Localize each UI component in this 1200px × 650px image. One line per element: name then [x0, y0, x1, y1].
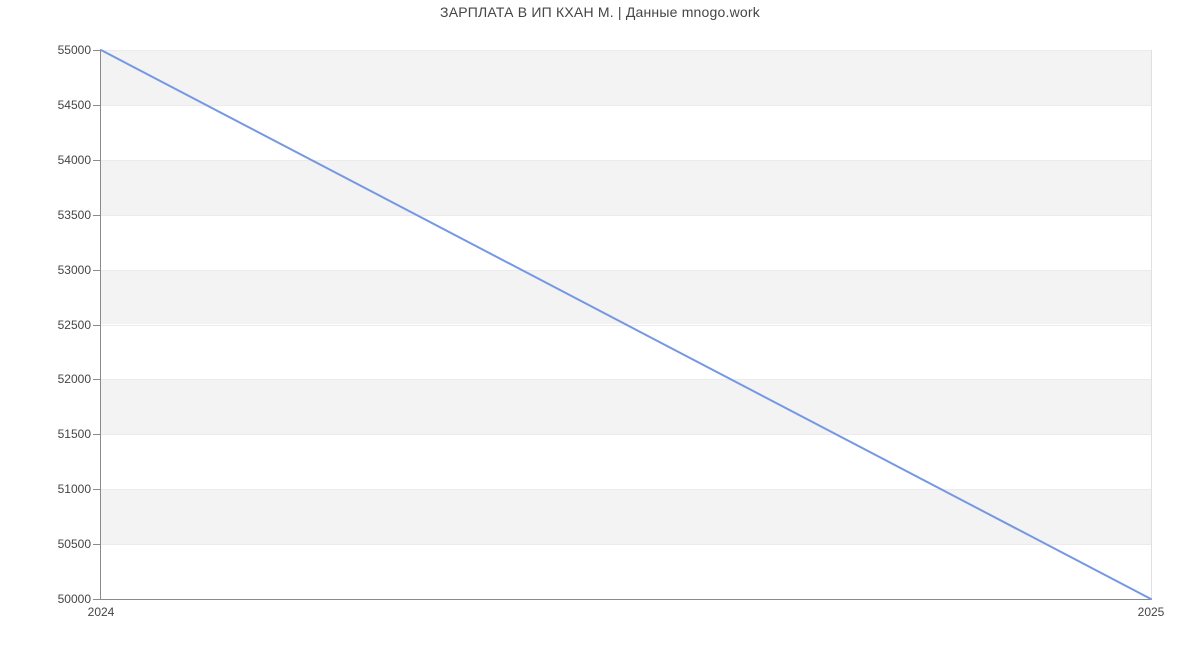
x-tick-label-2024: 2024: [87, 605, 115, 619]
grid-band: [101, 379, 1151, 435]
y-tick-label: 52000: [57, 372, 91, 387]
grid-band: [101, 50, 1151, 105]
grid-band: [101, 434, 1151, 489]
y-tick-mark: [93, 50, 101, 51]
y-tick-mark: [93, 159, 101, 161]
grid-band: [101, 214, 1151, 270]
y-tick-label: 51000: [57, 482, 91, 497]
y-tick-label: 50000: [57, 592, 91, 606]
y-tick-label: 55000: [57, 43, 91, 57]
plot-area: 50000 50500 51000 51500 52000 52500 53000 53500…: [58, 43, 1165, 619]
y-tick-mark: [93, 379, 101, 381]
salary-line-svg: [101, 50, 1151, 599]
y-tick-label: 53500: [57, 207, 91, 222]
grid-band: [101, 269, 1151, 325]
y-tick-label: 52500: [57, 317, 91, 332]
trend-line: [101, 50, 1151, 599]
y-tick-mark: [93, 599, 101, 600]
grid-band: [101, 159, 1151, 215]
y-tick-label: 54500: [57, 97, 91, 112]
x-tick-label-2025: 2025: [1137, 605, 1165, 619]
y-tick-mark: [93, 544, 101, 546]
y-tick-mark: [93, 269, 101, 271]
y-tick-label: 50500: [57, 537, 91, 552]
y-tick-mark: [93, 434, 101, 436]
y-tick-label: 53000: [57, 262, 91, 277]
y-tick-mark: [93, 489, 101, 491]
y-tick-mark: [93, 214, 101, 216]
y-tick-label: 54000: [57, 152, 91, 167]
y-tick-label: 51500: [57, 427, 91, 442]
y-tick-mark: [93, 104, 101, 106]
grid-band: [101, 544, 1151, 599]
chart-title: ЗАРПЛАТА В ИП КХАН М. | Данные mnogo.wor…: [440, 4, 760, 20]
grid-band: [101, 489, 1151, 545]
grid-band: [101, 104, 1151, 160]
y-tick-mark: [93, 324, 101, 326]
